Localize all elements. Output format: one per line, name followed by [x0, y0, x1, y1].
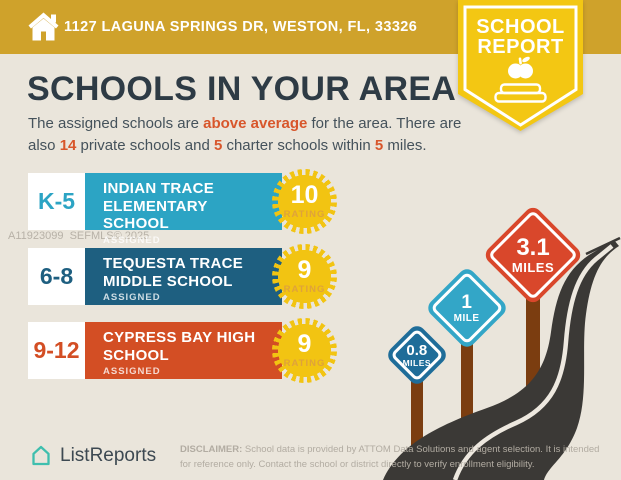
distance-sign-0-8-miles: 0.8 MILES: [384, 322, 450, 388]
rating-value: 9: [297, 330, 312, 358]
distance-sign-3-1-miles: 3.1 MILES: [482, 204, 584, 306]
intro-text: The assigned schools are above average f…: [28, 113, 463, 157]
intro-part: charter schools within: [222, 136, 375, 154]
school-row-elementary: K-5 INDIAN TRACE ELEMENTARY SCHOOL ASSIGN…: [28, 169, 338, 246]
intro-num-private: 14: [59, 136, 77, 154]
disclaimer-text: DISCLAIMER: School data is provided by A…: [180, 444, 600, 470]
assigned-label: ASSIGNED: [103, 366, 161, 378]
page-title: SCHOOLS IN YOUR AREA: [27, 70, 457, 108]
rating-badge: 9 RATING: [272, 244, 337, 309]
intro-part: private schools and: [76, 136, 214, 154]
property-address: 1127 LAGUNA SPRINGS DR, WESTON, FL, 3332…: [64, 19, 418, 35]
school-name: TEQUESTA TRACE MIDDLE SCHOOL: [103, 255, 244, 290]
assigned-label: ASSIGNED: [103, 235, 161, 247]
school-name: CYPRESS BAY HIGH SCHOOL: [103, 329, 256, 364]
rating-badge: 9 RATING: [272, 318, 337, 383]
apple-icon: [508, 56, 533, 79]
books-icon: [494, 83, 547, 103]
intro-num-miles: 5: [374, 136, 384, 154]
rating-label: RATING: [283, 209, 326, 220]
school-banner: INDIAN TRACE ELEMENTARY SCHOOL ASSIGNED: [85, 173, 282, 246]
school-row-high: 9-12 CYPRESS BAY HIGH SCHOOL ASSIGNED 9 R…: [28, 318, 338, 383]
intro-num-charter: 5: [213, 136, 223, 154]
school-banner: TEQUESTA TRACE MIDDLE SCHOOL ASSIGNED: [85, 248, 282, 305]
brand-name: ListReports: [60, 444, 157, 466]
rating-label: RATING: [283, 284, 326, 295]
rating-value: 9: [297, 256, 312, 284]
ribbon-text-school: SCHOOL: [476, 16, 565, 38]
sign-text: 0.8 MILES: [402, 341, 432, 368]
mls-watermark: A11923099 SEFMLS© 2025: [8, 230, 150, 242]
grade-range-badge: K-5: [28, 173, 85, 230]
disclaimer-label: DISCLAIMER:: [180, 444, 243, 455]
school-row-middle: 6-8 TEQUESTA TRACE MIDDLE SCHOOL ASSIGNED…: [28, 244, 338, 309]
sign-text: 1 MILE: [454, 291, 480, 324]
intro-part: for the area. There are: [307, 115, 462, 132]
ribbon-text-report: REPORT: [477, 36, 563, 58]
distance-sign-1-mile: 1 MILE: [424, 265, 510, 351]
school-banner: CYPRESS BAY HIGH SCHOOL ASSIGNED: [85, 322, 282, 379]
house-icon: [28, 12, 59, 41]
intro-part: also: [28, 136, 60, 154]
assigned-label: ASSIGNED: [103, 292, 161, 304]
listreports-logo: ListReports: [30, 444, 156, 467]
sign-text: 3.1 MILES: [511, 233, 555, 276]
intro-part: The assigned schools are: [28, 115, 204, 132]
rating-badge: 10 RATING: [272, 169, 337, 234]
grade-range-badge: 9-12: [28, 322, 85, 379]
intro-highlight-above-average: above average: [203, 115, 308, 132]
school-report-ribbon: SCHOOL REPORT: [458, 0, 583, 131]
listreports-house-icon: [32, 445, 50, 466]
school-name: INDIAN TRACE ELEMENTARY SCHOOL: [103, 180, 215, 233]
intro-part: miles.: [383, 136, 427, 154]
rating-value: 10: [290, 181, 319, 209]
rating-label: RATING: [283, 358, 326, 369]
road-horizon-line: [585, 236, 621, 256]
grade-range-badge: 6-8: [28, 248, 85, 305]
